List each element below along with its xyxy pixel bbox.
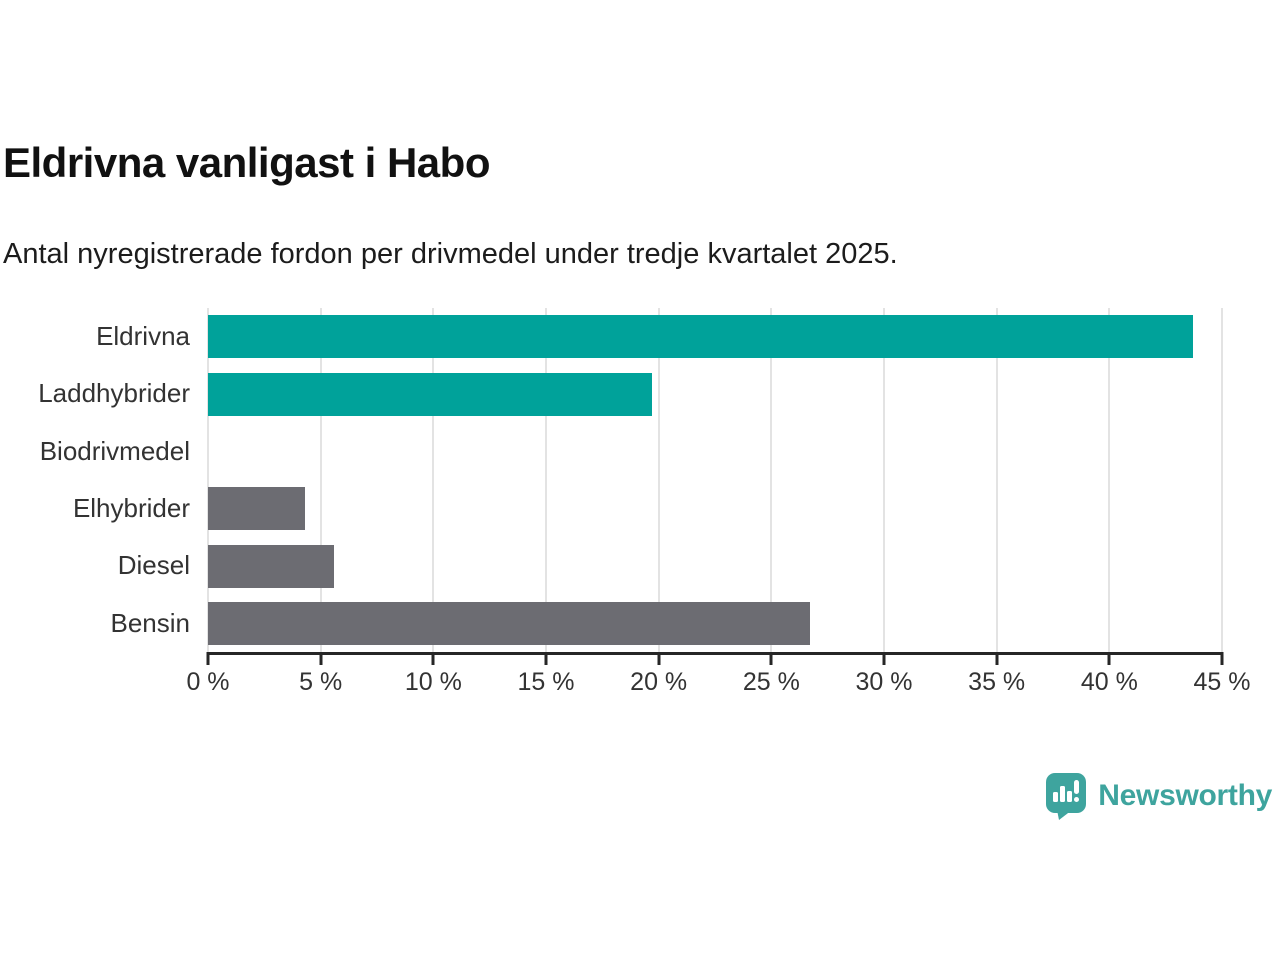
x-axis (206, 652, 1224, 665)
x-axis-tick-label: 20 % (630, 668, 688, 696)
gridline (207, 308, 209, 652)
bar-eldrivna (208, 315, 1193, 359)
y-axis-label: Biodrivmedel (39, 435, 190, 466)
y-axis-label: Elhybrider (72, 493, 190, 524)
x-axis-tick (431, 652, 435, 665)
y-axis-label: Bensin (110, 607, 191, 638)
chart-title: Eldrivna vanligast i Habo (3, 139, 490, 186)
gridline (995, 308, 998, 652)
y-axis-label: Diesel (117, 550, 190, 581)
newsworthy-logo-text: Newsworthy (1098, 779, 1272, 812)
bar-bensin (208, 601, 810, 645)
x-axis-tick-label: 0 % (186, 668, 230, 696)
gridline (657, 308, 660, 652)
bar-elhybrider (208, 487, 305, 531)
x-axis-tick-label: 10 % (404, 668, 462, 696)
x-axis-tick (769, 652, 773, 665)
newsworthy-branding: Newsworthy (1045, 772, 1272, 820)
x-axis-tick-label: 5 % (299, 668, 343, 696)
bar-laddhybrider (208, 372, 652, 416)
y-axis-label: Laddhybrider (38, 378, 190, 409)
y-axis-labels: Eldrivna Laddhybrider Biodrivmedel Elhybrid… (0, 308, 190, 652)
x-axis-tick (657, 652, 661, 665)
x-axis-tick-label: 35 % (968, 668, 1026, 696)
newsworthy-logo-icon (1046, 773, 1087, 820)
gridline (1221, 308, 1223, 652)
x-axis-tick (882, 652, 886, 665)
gridline (770, 308, 773, 652)
gridline (432, 308, 435, 652)
x-axis-tick-label: 45 % (1193, 668, 1251, 696)
x-axis-tick (319, 652, 323, 665)
x-axis-tick (1220, 652, 1224, 665)
gridline (545, 308, 547, 652)
gridline (883, 308, 885, 652)
x-axis-tick-label: 25 % (742, 668, 800, 696)
x-axis-tick (995, 652, 999, 665)
x-axis-tick-labels: 0 % 5 % 10 % 15 % 20 % 25 % 30 % 35 % 40 % 45 % (186, 668, 1250, 700)
gridline (1108, 308, 1111, 652)
bar-diesel (208, 544, 335, 588)
chart-subtitle: Antal nyregistrerade fordon per drivmede… (3, 238, 898, 270)
x-axis-tick (1107, 652, 1111, 665)
x-axis-tick (206, 652, 210, 665)
x-axis-tick-label: 40 % (1080, 668, 1138, 696)
plot-area (207, 308, 1223, 655)
x-axis-tick (544, 652, 548, 665)
x-axis-tick-label: 30 % (855, 668, 913, 696)
gridline (319, 308, 322, 652)
y-axis-label: Eldrivna (96, 321, 190, 352)
x-axis-tick-label: 15 % (517, 668, 575, 696)
